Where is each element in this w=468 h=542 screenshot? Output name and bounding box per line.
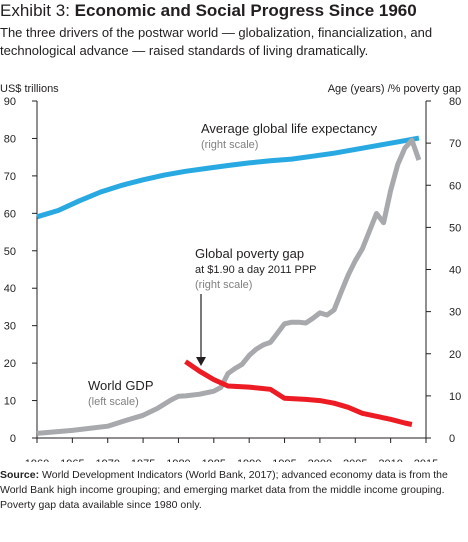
- x-axis-tick-label: 2015: [414, 458, 438, 462]
- right-axis-tick-label: 70: [449, 138, 461, 150]
- annotation-arrow: [196, 294, 206, 366]
- left-axis-tick-label: 60: [4, 208, 16, 220]
- right-axis-tick-label: 20: [449, 349, 461, 361]
- x-axis-tick-label: 1975: [131, 458, 155, 462]
- left-axis-tick-label: 40: [4, 283, 16, 295]
- left-axis-tick-label: 80: [4, 133, 16, 145]
- x-axis-tick-label: 1970: [95, 458, 119, 462]
- right-axis-tick-label: 0: [449, 433, 455, 445]
- left-axis-tick-label: 50: [4, 246, 16, 258]
- x-axis-tick-label: 1995: [272, 458, 296, 462]
- chart-title: Exhibit 3: Economic and Social Progress …: [0, 0, 468, 22]
- world-gdp-scale-note: (left scale): [88, 396, 139, 408]
- exhibit-label: Exhibit 3:: [0, 1, 75, 20]
- x-axis-tick-label: 1965: [60, 458, 84, 462]
- x-axis-tick-label: 1980: [166, 458, 190, 462]
- right-axis-tick-label: 50: [449, 222, 461, 234]
- poverty-gap-label: Global poverty gap: [195, 246, 304, 261]
- right-axis-tick-label: 30: [449, 307, 461, 319]
- life-expectancy-line: [36, 135, 420, 220]
- source-text: World Development Indicators (World Bank…: [0, 469, 448, 511]
- right-axis-tick-label: 10: [449, 391, 461, 403]
- x-axis-tick-label: 1990: [237, 458, 261, 462]
- life-expectancy-label: Average global life expectancy: [201, 121, 378, 136]
- series-labels: Average global life expectancy (right sc…: [88, 121, 378, 408]
- arrow-head: [196, 357, 206, 366]
- left-axis-tick-label: 30: [4, 321, 16, 333]
- x-axis-tick-label: 1985: [202, 458, 226, 462]
- life-expectancy-scale-note: (right scale): [201, 139, 258, 151]
- axes: 0 10 20 30 40 50 60 70 80 90 0 10 20 30 40 50 60 70 80 1960…: [0, 83, 461, 462]
- exhibit-title-text: Economic and Social Progress Since 1960: [74, 1, 417, 20]
- world-gdp-line: [184, 359, 413, 427]
- x-axis-tick-label: 1960: [25, 458, 49, 462]
- chart-subtitle: The three drivers of the postwar world —…: [0, 25, 433, 58]
- left-axis-tick-label: 70: [4, 171, 16, 183]
- right-axis-tick-label: 40: [449, 265, 461, 277]
- right-axis-tick-label: 60: [449, 180, 461, 192]
- poverty-gap-line: [36, 137, 422, 436]
- x-axis-tick-label: 2005: [343, 458, 367, 462]
- world-gdp-label: World GDP: [88, 378, 154, 393]
- x-axis-tick-label: 2000: [308, 458, 332, 462]
- source-note: Source: World Development Indicators (Wo…: [0, 468, 462, 513]
- left-axis-tick-label: 90: [4, 96, 16, 108]
- right-axis-title: Age (years) /% poverty gap: [328, 83, 461, 95]
- poverty-gap-subnote: at $1.90 a day 2011 PPP: [195, 264, 317, 276]
- left-axis-tick-label: 10: [4, 396, 16, 408]
- left-axis-title: US$ trillions: [0, 83, 59, 95]
- x-axis-tick-label: 2010: [378, 458, 402, 462]
- source-label: Source:: [0, 469, 40, 481]
- right-axis-tick-label: 80: [449, 96, 461, 108]
- left-axis-tick-label: 0: [10, 433, 16, 445]
- line-chart: 0 10 20 30 40 50 60 70 80 90 0 10 20 30 40 50 60 70 80 1960…: [0, 83, 461, 462]
- left-axis-tick-label: 20: [4, 358, 16, 370]
- poverty-gap-scale-note: (right scale): [195, 279, 252, 291]
- series-lines: [36, 135, 422, 436]
